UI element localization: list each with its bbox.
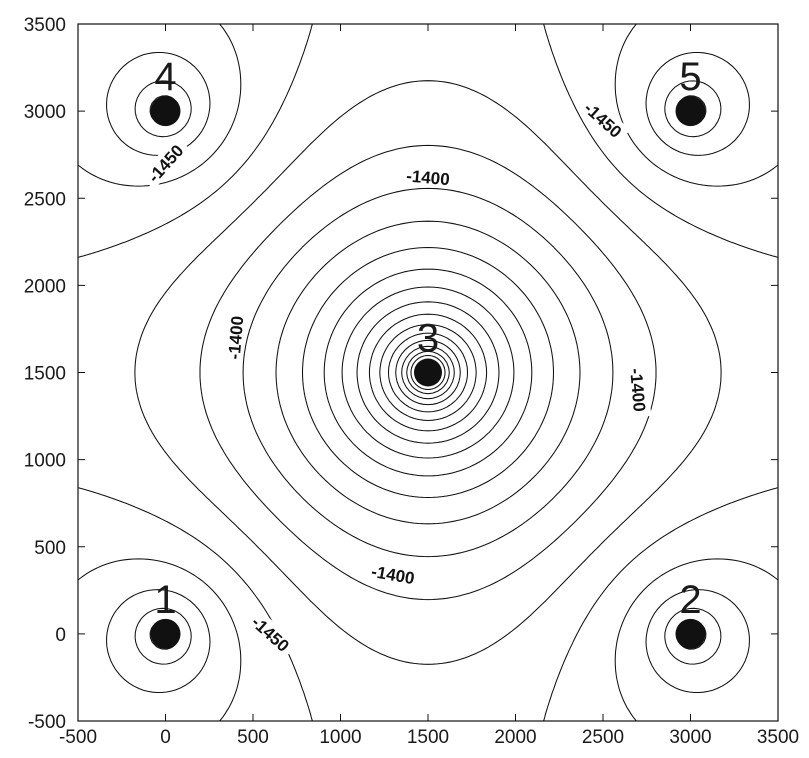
contour-label-group: -1450 bbox=[576, 93, 631, 145]
contour-label-bg bbox=[222, 309, 247, 366]
y-tick-label: -500 bbox=[28, 712, 66, 733]
y-tick-label: 2000 bbox=[24, 276, 66, 297]
y-tick-label: 3500 bbox=[24, 15, 66, 36]
contour-line bbox=[401, 345, 455, 400]
contour-label-group: -1400 bbox=[400, 164, 456, 189]
x-tick-label: 500 bbox=[237, 727, 269, 748]
x-tick-label: 1500 bbox=[407, 727, 449, 748]
axis-ticks: -500 0 500 1000 1500 2000 2500 3000 3500 -500 0 500… bbox=[24, 15, 799, 748]
contour-label-bg bbox=[576, 93, 631, 145]
contour-labels: -1450 -1450 -1450 -1400 -1400 -1400 -1400 bbox=[139, 93, 652, 659]
well-marker bbox=[150, 96, 181, 127]
contour-line bbox=[387, 332, 469, 413]
y-tick-label: 1000 bbox=[24, 451, 66, 472]
contour-label-group: -1400 bbox=[364, 559, 422, 589]
contour-label: -1400 bbox=[626, 367, 649, 412]
contour-label-bg bbox=[626, 362, 652, 418]
x-tick-label: 3500 bbox=[757, 727, 799, 748]
contour-line bbox=[275, 220, 581, 525]
contour-line bbox=[134, 80, 722, 665]
well-marker bbox=[414, 358, 442, 387]
well-label: 2 bbox=[679, 578, 701, 622]
contour-label-bg bbox=[244, 607, 298, 659]
well-marker bbox=[675, 618, 706, 649]
contour-line bbox=[199, 144, 657, 601]
well-marker bbox=[675, 96, 706, 127]
contour-label: -1400 bbox=[370, 562, 416, 588]
contour-line bbox=[78, 24, 778, 721]
contour-line bbox=[395, 339, 461, 406]
y-tick-label: 0 bbox=[55, 625, 66, 646]
contour-line bbox=[242, 187, 614, 558]
contour-line bbox=[134, 80, 722, 665]
x-tick-label: 0 bbox=[160, 727, 171, 748]
well-label: 1 bbox=[154, 578, 176, 622]
x-tick-label: 2000 bbox=[494, 727, 536, 748]
contour-label-group: -1450 bbox=[139, 135, 191, 190]
well-label: 4 bbox=[154, 55, 176, 99]
y-tick-label: 500 bbox=[34, 538, 66, 559]
contour-label: -1400 bbox=[405, 166, 450, 189]
contour-label: -1400 bbox=[225, 315, 248, 360]
x-tick-label: -500 bbox=[59, 727, 97, 748]
y-tick-label: 3000 bbox=[24, 102, 66, 123]
y-tick-label: 2500 bbox=[24, 189, 66, 210]
well-label: 5 bbox=[679, 55, 701, 99]
x-tick-label: 3000 bbox=[669, 727, 711, 748]
well-marker bbox=[150, 618, 181, 649]
well-label: 3 bbox=[417, 317, 439, 361]
contour-line bbox=[341, 286, 515, 459]
contour-line bbox=[323, 268, 533, 477]
contour-label-group: -1400 bbox=[222, 309, 248, 366]
contour-line bbox=[406, 350, 450, 395]
contour-line bbox=[356, 301, 500, 444]
contour-line bbox=[368, 313, 488, 432]
contour-label-group: -1450 bbox=[244, 607, 298, 659]
contour-label-bg bbox=[364, 559, 422, 589]
contour-label-bg bbox=[400, 164, 456, 189]
wells: 1 2 3 4 5 bbox=[150, 55, 706, 649]
y-tick-label: 1500 bbox=[24, 364, 66, 385]
contour-label-bg bbox=[139, 135, 191, 190]
x-tick-label: 1000 bbox=[319, 727, 361, 748]
x-tick-label: 2500 bbox=[582, 727, 624, 748]
contour-line bbox=[301, 246, 555, 499]
contour-label-group: -1400 bbox=[626, 362, 652, 418]
contour-line bbox=[379, 323, 477, 422]
